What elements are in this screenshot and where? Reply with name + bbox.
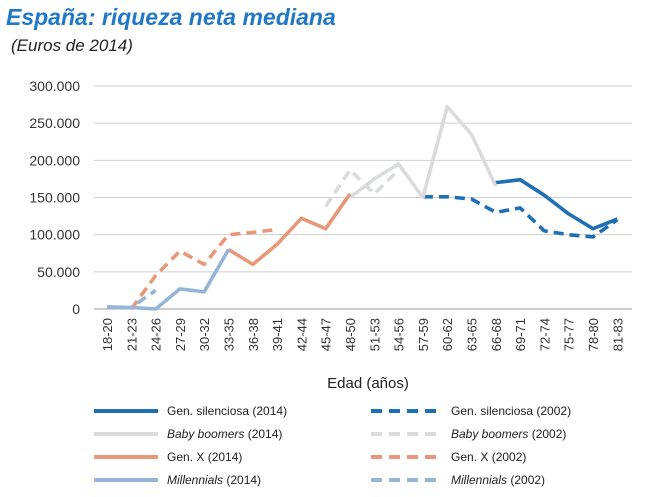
x-axis-ticks: 18-20 21-23 24-26 27-29 30-32 33-35 36-38 39-41… xyxy=(100,318,625,351)
x-tick-label: 39-41 xyxy=(270,318,285,351)
legend-label: Baby boomers (2002) xyxy=(451,427,566,441)
x-tick-label: 33-35 xyxy=(222,318,237,351)
legend-label-year: (2014) xyxy=(249,404,287,418)
legend-label-main: Millennials xyxy=(167,473,223,487)
legend-label: Millennials (2014) xyxy=(167,473,261,487)
y-tick-label: 0 xyxy=(72,301,80,317)
x-tick-label: 42-44 xyxy=(294,318,309,351)
x-tick-label: 57-59 xyxy=(416,318,431,351)
x-tick-label: 51-53 xyxy=(367,318,382,351)
legend-label-main: Gen. X xyxy=(167,450,204,464)
x-tick-label: 36-38 xyxy=(246,318,261,351)
x-tick-label: 81-83 xyxy=(610,318,625,351)
legend-label-main: Gen. silenciosa xyxy=(451,404,533,418)
legend-label-year: (2014) xyxy=(244,427,282,441)
series-line-7 xyxy=(107,288,157,310)
legend-label: Gen. silenciosa (2014) xyxy=(167,404,287,418)
x-tick-label: 63-65 xyxy=(465,318,480,351)
y-tick-label: 200.000 xyxy=(29,152,80,168)
legend-label-main: Millennials xyxy=(451,473,507,487)
x-tick-label: 27-29 xyxy=(173,318,188,351)
x-tick-label: 24-26 xyxy=(149,318,164,351)
x-tick-label: 69-71 xyxy=(513,318,528,351)
x-tick-label: 45-47 xyxy=(319,318,334,351)
x-tick-label: 21-23 xyxy=(124,318,139,351)
series-line-3 xyxy=(324,168,400,208)
y-tick-label: 50.000 xyxy=(37,264,80,280)
gridlines xyxy=(94,85,632,310)
series-line-1 xyxy=(422,195,619,239)
x-tick-label: 66-68 xyxy=(489,318,504,351)
legend-label: Gen. X (2014) xyxy=(167,450,242,464)
x-tick-label: 60-62 xyxy=(440,318,455,351)
x-tick-label: 78-80 xyxy=(586,318,601,351)
x-tick-label: 75-77 xyxy=(562,318,577,351)
legend-label-year: (2002) xyxy=(533,404,571,418)
series-lines xyxy=(106,105,619,311)
chart-title: España: riqueza neta mediana xyxy=(6,4,336,30)
x-tick-label: 18-20 xyxy=(100,318,115,351)
y-tick-label: 100.000 xyxy=(29,227,80,243)
x-tick-label: 30-32 xyxy=(197,318,212,351)
y-tick-label: 150.000 xyxy=(29,190,80,206)
series-line-2 xyxy=(348,105,498,200)
legend-label-main: Gen. X xyxy=(451,450,488,464)
legend-label-year: (2002) xyxy=(528,427,566,441)
x-axis-label: Edad (años) xyxy=(327,375,409,392)
legend-label-year: (2014) xyxy=(223,473,261,487)
y-tick-label: 300.000 xyxy=(29,78,80,94)
chart-subtitle: (Euros de 2014) xyxy=(11,36,133,55)
x-tick-label: 48-50 xyxy=(343,318,358,351)
legend-label: Baby boomers (2014) xyxy=(167,427,282,441)
series-line-4 xyxy=(227,192,352,267)
x-tick-label: 72-74 xyxy=(537,318,552,351)
x-tick-label: 54-56 xyxy=(392,318,407,351)
legend-label: Gen. X (2002) xyxy=(451,450,526,464)
legend-label-main: Gen. silenciosa xyxy=(167,404,249,418)
legend: Gen. silenciosa (2014) Gen. silenciosa (2… xyxy=(94,404,571,487)
legend-label-year: (2014) xyxy=(204,450,242,464)
legend-label-main: Baby boomers xyxy=(451,427,528,441)
series-line-0 xyxy=(495,177,618,231)
legend-label: Gen. silenciosa (2002) xyxy=(451,404,571,418)
y-axis-ticks: 0 50.000 100.000 150.000 200.000 250.000 300.0… xyxy=(29,78,80,317)
legend-label-year: (2002) xyxy=(488,450,526,464)
series-line-5 xyxy=(129,227,278,311)
legend-label-year: (2002) xyxy=(507,473,545,487)
legend-label-main: Baby boomers xyxy=(167,427,244,441)
legend-label: Millennials (2002) xyxy=(451,473,545,487)
y-tick-label: 250.000 xyxy=(29,115,80,131)
